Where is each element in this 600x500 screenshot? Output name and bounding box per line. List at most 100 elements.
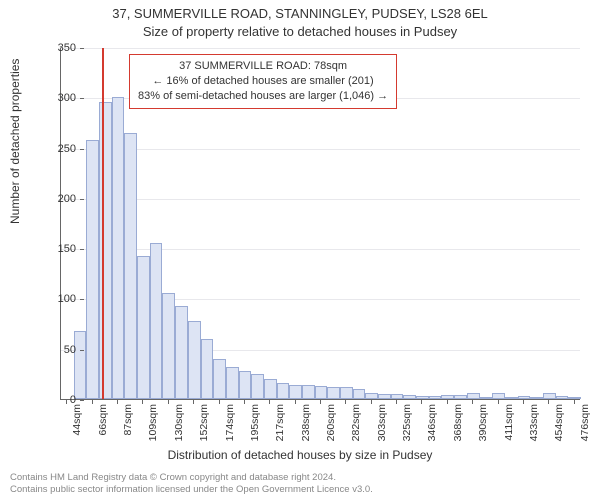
x-tick-label: 411sqm [503, 404, 515, 454]
histogram-bar [239, 371, 252, 399]
histogram-bar [251, 374, 264, 399]
annotation-line-2: ← 16% of detached houses are smaller (20… [138, 74, 388, 89]
x-tick-label: 238sqm [300, 404, 312, 454]
chart-title-sub: Size of property relative to detached ho… [0, 24, 600, 39]
histogram-bar [315, 386, 328, 399]
histogram-bar [467, 393, 480, 399]
x-tick-mark [498, 400, 499, 404]
x-tick-mark [66, 400, 67, 404]
y-axis-label: Number of detached properties [8, 59, 22, 224]
histogram-bar [124, 133, 137, 400]
annotation-box: 37 SUMMERVILLE ROAD: 78sqm← 16% of detac… [129, 54, 397, 109]
x-tick-label: 44sqm [71, 404, 83, 454]
histogram-bar [150, 243, 163, 399]
x-tick-label: 282sqm [350, 404, 362, 454]
x-tick-mark [193, 400, 194, 404]
gridline [61, 199, 580, 200]
x-tick-label: 195sqm [249, 404, 261, 454]
histogram-bar [365, 393, 378, 399]
x-tick-label: 390sqm [477, 404, 489, 454]
x-tick-label: 130sqm [173, 404, 185, 454]
x-tick-label: 152sqm [198, 404, 210, 454]
x-tick-mark [523, 400, 524, 404]
footer-line-1: Contains HM Land Registry data © Crown c… [10, 472, 590, 484]
x-tick-label: 87sqm [122, 404, 134, 454]
histogram-bar [403, 395, 416, 399]
x-tick-mark [244, 400, 245, 404]
histogram-bar [340, 387, 353, 399]
histogram-bar [505, 397, 518, 399]
x-tick-mark [447, 400, 448, 404]
y-tick-label: 100 [36, 293, 76, 305]
histogram-bar [86, 140, 99, 399]
x-tick-mark [295, 400, 296, 404]
histogram-bar [327, 387, 340, 399]
histogram-bar [518, 396, 531, 399]
histogram-bar [277, 383, 290, 399]
y-tick-label: 200 [36, 193, 76, 205]
histogram-bar [441, 395, 454, 399]
histogram-bar [137, 256, 150, 399]
x-tick-mark [548, 400, 549, 404]
x-tick-label: 303sqm [376, 404, 388, 454]
x-tick-label: 433sqm [528, 404, 540, 454]
histogram-bar [543, 393, 556, 399]
x-tick-mark [472, 400, 473, 404]
histogram-bar [162, 293, 175, 399]
plot-area: 37 SUMMERVILLE ROAD: 78sqm← 16% of detac… [60, 48, 580, 400]
histogram-bar [378, 394, 391, 399]
x-tick-label: 476sqm [579, 404, 591, 454]
histogram-bar [188, 321, 201, 399]
x-tick-label: 66sqm [97, 404, 109, 454]
gridline [61, 249, 580, 250]
x-tick-label: 109sqm [147, 404, 159, 454]
histogram-bar [480, 397, 493, 399]
annotation-line-1: 37 SUMMERVILLE ROAD: 78sqm [138, 59, 388, 74]
histogram-bar [353, 389, 366, 399]
gridline [61, 149, 580, 150]
x-tick-mark [396, 400, 397, 404]
x-tick-mark [421, 400, 422, 404]
y-tick-label: 150 [36, 243, 76, 255]
x-tick-mark [574, 400, 575, 404]
histogram-bar [289, 385, 302, 399]
x-tick-mark [219, 400, 220, 404]
x-tick-label: 260sqm [325, 404, 337, 454]
histogram-bar [226, 367, 239, 399]
x-tick-label: 174sqm [224, 404, 236, 454]
x-tick-mark [345, 400, 346, 404]
footer-line-2: Contains public sector information licen… [10, 484, 590, 496]
x-tick-mark [142, 400, 143, 404]
x-tick-mark [92, 400, 93, 404]
histogram-bar [391, 394, 404, 399]
x-tick-label: 325sqm [401, 404, 413, 454]
x-tick-mark [168, 400, 169, 404]
histogram-bar [112, 97, 125, 399]
y-tick-label: 0 [36, 394, 76, 406]
footer-attribution: Contains HM Land Registry data © Crown c… [10, 472, 590, 496]
x-tick-mark [269, 400, 270, 404]
y-tick-label: 50 [36, 344, 76, 356]
x-tick-label: 368sqm [452, 404, 464, 454]
x-tick-label: 217sqm [274, 404, 286, 454]
annotation-line-3: 83% of semi-detached houses are larger (… [138, 89, 388, 104]
histogram-bar [568, 397, 581, 399]
histogram-bar [530, 397, 543, 399]
histogram-bar [302, 385, 315, 399]
x-tick-mark [117, 400, 118, 404]
histogram-bar [429, 396, 442, 399]
histogram-bar [416, 396, 429, 399]
histogram-bar [213, 359, 226, 399]
histogram-bar [74, 331, 87, 399]
histogram-bar [556, 396, 569, 399]
property-marker-line [102, 48, 104, 399]
x-tick-mark [320, 400, 321, 404]
histogram-bar [454, 395, 467, 399]
x-tick-label: 346sqm [426, 404, 438, 454]
y-tick-label: 250 [36, 143, 76, 155]
x-tick-label: 454sqm [553, 404, 565, 454]
histogram-bar [264, 379, 277, 399]
chart-title-main: 37, SUMMERVILLE ROAD, STANNINGLEY, PUDSE… [0, 6, 600, 21]
histogram-bar [201, 339, 214, 399]
y-tick-label: 300 [36, 92, 76, 104]
